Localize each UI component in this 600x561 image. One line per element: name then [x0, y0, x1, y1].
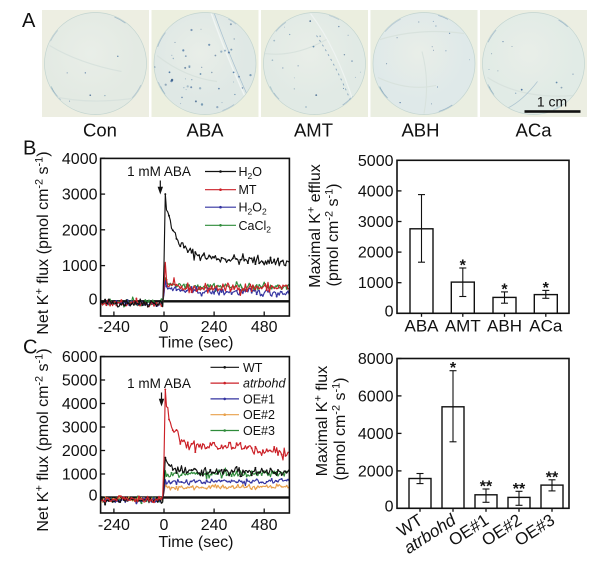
svg-text:4000: 4000 [358, 426, 394, 443]
svg-text:ABA: ABA [404, 317, 439, 336]
svg-text:0: 0 [160, 517, 169, 534]
svg-text:Maximal K+​ flux: Maximal K+​ flux [313, 366, 331, 476]
svg-text:0: 0 [385, 303, 394, 320]
svg-text:(pmol cm-2​ s-1​): (pmol cm-2​ s-1​) [324, 184, 342, 287]
svg-text:OE#3: OE#3 [243, 424, 275, 438]
svg-text:**: ** [513, 481, 526, 498]
svg-text:2000: 2000 [62, 222, 98, 239]
svg-text:(pmol cm-2​ s-1​): (pmol cm-2​ s-1​) [331, 378, 349, 481]
svg-text:1000: 1000 [62, 258, 98, 275]
svg-text:ACa: ACa [516, 120, 553, 141]
svg-text:0: 0 [160, 319, 169, 336]
svg-text:*: * [460, 258, 467, 275]
svg-text:2000: 2000 [358, 463, 394, 480]
svg-text:ABH: ABH [487, 317, 522, 336]
svg-text:*: * [543, 280, 550, 297]
svg-text:0: 0 [89, 488, 98, 505]
svg-text:B: B [23, 138, 36, 160]
svg-text:480: 480 [251, 319, 278, 336]
svg-text:3000: 3000 [358, 214, 394, 231]
svg-text:**: ** [480, 479, 493, 496]
svg-text:Time (sec): Time (sec) [159, 335, 234, 352]
svg-text:2000: 2000 [62, 443, 98, 460]
svg-text:Con: Con [83, 120, 117, 141]
svg-text:5000: 5000 [358, 153, 394, 170]
svg-text:3000: 3000 [62, 420, 98, 437]
svg-text:1 mM ABA: 1 mM ABA [127, 376, 191, 391]
svg-text:240: 240 [201, 319, 228, 336]
svg-text:0: 0 [385, 498, 394, 515]
svg-text:Time (sec): Time (sec) [159, 534, 234, 551]
svg-text:-240: -240 [98, 517, 130, 534]
svg-text:H2​O: H2​O [239, 165, 263, 181]
svg-text:480: 480 [251, 517, 278, 534]
svg-text:0: 0 [89, 291, 98, 308]
svg-text:ABH: ABH [401, 120, 439, 141]
svg-text:**: ** [546, 469, 559, 486]
svg-text:8000: 8000 [358, 351, 394, 368]
svg-text:5000: 5000 [62, 373, 98, 390]
svg-text:H2​O2​: H2​O2​ [239, 201, 268, 217]
svg-text:240: 240 [201, 517, 228, 534]
svg-text:atrbohd: atrbohd [243, 377, 286, 391]
svg-text:1 mM ABA: 1 mM ABA [127, 164, 191, 179]
svg-text:4000: 4000 [358, 183, 394, 200]
svg-text:2000: 2000 [358, 245, 394, 262]
svg-text:1 cm: 1 cm [537, 94, 567, 110]
svg-text:Net K+​ flux (pmol cm-2​ s-1​): Net K+​ flux (pmol cm-2​ s-1​) [34, 151, 52, 334]
svg-text:CaCl2​: CaCl2​ [239, 219, 272, 235]
svg-text:*: * [501, 281, 508, 298]
svg-text:3000: 3000 [62, 187, 98, 204]
svg-text:6000: 6000 [62, 349, 98, 366]
svg-text:1000: 1000 [62, 467, 98, 484]
svg-text:*: * [450, 360, 457, 377]
svg-text:ABA: ABA [186, 120, 224, 141]
svg-text:OE#1: OE#1 [243, 392, 275, 406]
svg-text:WT: WT [243, 361, 263, 375]
svg-text:AMT: AMT [294, 120, 333, 141]
svg-text:A: A [22, 10, 36, 32]
svg-text:C: C [23, 337, 37, 359]
svg-text:AMT: AMT [445, 317, 481, 336]
svg-text:4000: 4000 [62, 151, 98, 168]
svg-text:OE#2: OE#2 [243, 408, 275, 422]
svg-text:1000: 1000 [358, 275, 394, 292]
svg-text:-240: -240 [98, 319, 130, 336]
svg-text:ACa: ACa [529, 317, 563, 336]
svg-text:Net K+​ flux (pmol cm-2​ s-1​): Net K+​ flux (pmol cm-2​ s-1​) [34, 348, 52, 531]
svg-text:Maximal K+​ efflux: Maximal K+​ efflux [306, 164, 324, 287]
svg-text:MT: MT [239, 183, 257, 197]
svg-text:4000: 4000 [62, 396, 98, 413]
svg-text:6000: 6000 [358, 388, 394, 405]
